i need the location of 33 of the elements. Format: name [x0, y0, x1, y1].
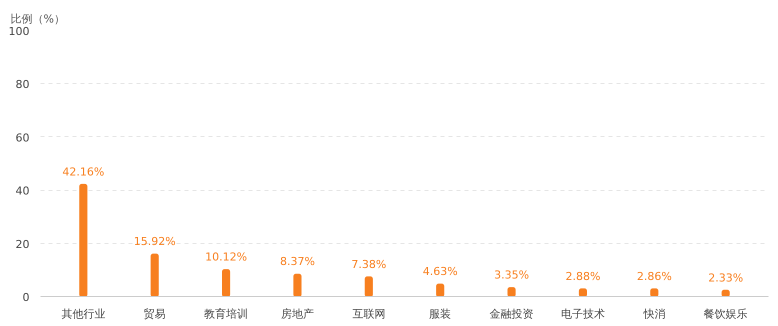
data-label: 2.86%: [636, 270, 672, 283]
bar: [293, 274, 302, 296]
x-tick-label: 贸易: [144, 308, 166, 320]
x-tick-label: 其他行业: [61, 308, 106, 320]
x-tick-label: 互联网: [352, 308, 386, 320]
bar: [364, 276, 373, 296]
x-tick-label: 金融投资: [490, 308, 534, 320]
bar: [79, 184, 88, 296]
data-label: 42.16%: [62, 165, 104, 178]
bar: [222, 269, 230, 296]
x-tick-label: 快消: [642, 308, 666, 320]
y-tick-label: 80: [16, 78, 30, 92]
x-tick-label: 房地产: [280, 308, 314, 320]
y-tick-label: 0: [22, 291, 30, 304]
data-label: 2.33%: [708, 271, 744, 284]
bar: [150, 254, 159, 296]
data-label: 15.92%: [134, 235, 176, 248]
y-axis-title: 比例（%）: [10, 12, 65, 26]
bar: [436, 284, 444, 296]
data-label: 8.37%: [280, 255, 315, 268]
data-label: 7.38%: [351, 258, 386, 271]
data-label: 10.12%: [205, 250, 248, 264]
data-label: 3.35%: [494, 268, 530, 282]
x-tick-label: 教育培训: [204, 308, 248, 320]
y-tick-label: 40: [16, 184, 30, 198]
data-label: 2.88%: [565, 270, 600, 283]
y-tick-label: 20: [16, 238, 30, 251]
x-tick-label: 餐饮娱乐: [704, 308, 748, 320]
x-tick-label: 服装: [429, 308, 452, 320]
y-tick-label: 100: [8, 25, 30, 38]
y-tick-label: 60: [16, 131, 30, 144]
x-tick-label: 电子技术: [560, 308, 605, 320]
data-label: 4.63%: [422, 265, 458, 278]
